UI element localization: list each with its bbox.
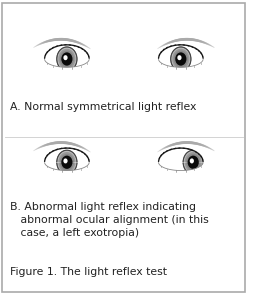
Ellipse shape — [63, 158, 68, 163]
Ellipse shape — [60, 154, 74, 171]
Ellipse shape — [174, 50, 188, 68]
Ellipse shape — [185, 152, 202, 173]
PathPatch shape — [158, 45, 203, 67]
Ellipse shape — [61, 156, 72, 169]
Ellipse shape — [171, 47, 191, 71]
Ellipse shape — [61, 53, 72, 65]
PathPatch shape — [45, 148, 89, 171]
Text: abnormal ocular alignment (in this: abnormal ocular alignment (in this — [10, 215, 209, 225]
Ellipse shape — [61, 156, 72, 169]
Ellipse shape — [177, 55, 182, 60]
Text: A. Normal symmetrical light reflex: A. Normal symmetrical light reflex — [10, 102, 196, 112]
Ellipse shape — [58, 49, 76, 69]
Ellipse shape — [57, 150, 77, 174]
Text: B. Abnormal light reflex indicating: B. Abnormal light reflex indicating — [10, 202, 196, 212]
Ellipse shape — [63, 55, 68, 60]
Ellipse shape — [190, 158, 194, 163]
Ellipse shape — [183, 150, 203, 174]
PathPatch shape — [45, 45, 89, 67]
Ellipse shape — [57, 47, 77, 71]
PathPatch shape — [158, 148, 203, 171]
Ellipse shape — [61, 53, 72, 65]
Text: case, a left exotropia): case, a left exotropia) — [10, 228, 139, 238]
Text: Figure 1. The light reflex test: Figure 1. The light reflex test — [10, 267, 167, 277]
Ellipse shape — [172, 49, 189, 69]
Ellipse shape — [188, 156, 199, 169]
Ellipse shape — [58, 152, 76, 173]
Ellipse shape — [175, 53, 186, 65]
Ellipse shape — [186, 154, 200, 171]
Ellipse shape — [175, 53, 186, 65]
Ellipse shape — [188, 156, 199, 169]
Ellipse shape — [60, 50, 74, 68]
